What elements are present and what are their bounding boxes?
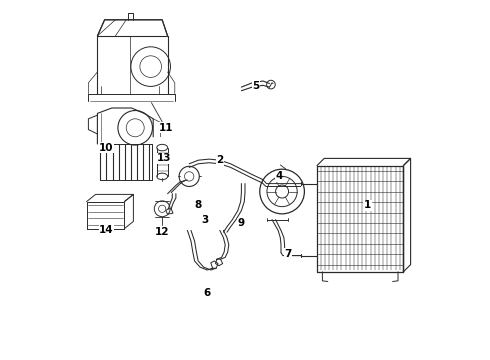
Text: 9: 9	[238, 218, 245, 228]
Text: 7: 7	[285, 249, 292, 259]
Text: 1: 1	[364, 200, 371, 210]
Text: 13: 13	[157, 153, 171, 163]
Text: 5: 5	[252, 81, 259, 91]
Text: 3: 3	[202, 215, 209, 225]
Text: 10: 10	[99, 143, 114, 153]
Text: 4: 4	[275, 171, 283, 181]
Text: 2: 2	[216, 155, 223, 165]
Text: 11: 11	[159, 123, 173, 133]
Text: 8: 8	[195, 200, 202, 210]
Text: 12: 12	[155, 227, 170, 237]
Text: 6: 6	[203, 288, 211, 298]
Text: 14: 14	[99, 225, 114, 235]
